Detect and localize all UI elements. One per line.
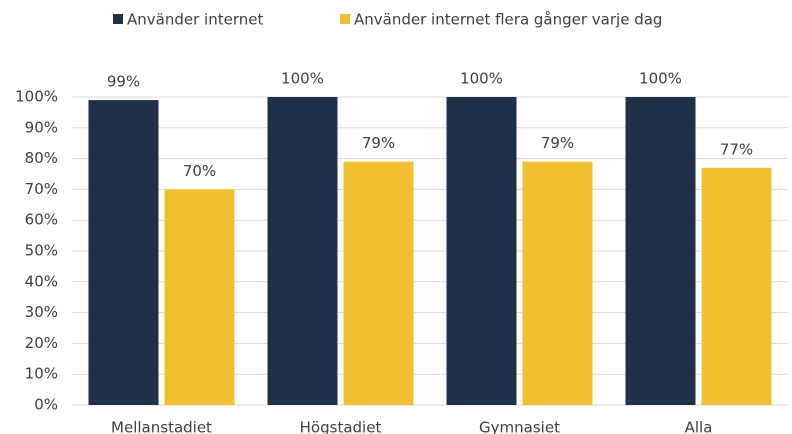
x-tick-label: Gymnasiet — [479, 419, 560, 434]
legend-label: Använder internet flera gånger varje dag — [354, 11, 662, 29]
data-label: 100% — [281, 70, 324, 88]
bar — [625, 97, 696, 405]
y-tick-label: 20% — [25, 334, 58, 352]
data-label: 100% — [639, 70, 682, 88]
bar — [88, 100, 159, 405]
x-tick-label: Mellanstadiet — [111, 419, 212, 434]
bar — [522, 161, 593, 405]
legend-swatch — [113, 14, 123, 24]
bar — [267, 97, 338, 405]
y-tick-label: 0% — [34, 396, 58, 414]
data-label: 70% — [183, 162, 216, 180]
y-tick-label: 50% — [25, 242, 58, 260]
y-tick-label: 60% — [25, 211, 58, 229]
legend-swatch — [340, 14, 350, 24]
bar — [164, 189, 235, 405]
y-tick-label: 100% — [15, 88, 58, 106]
bar — [446, 97, 517, 405]
bar — [701, 167, 772, 405]
data-label: 100% — [460, 70, 503, 88]
legend-label: Använder internet — [127, 11, 263, 29]
y-tick-label: 70% — [25, 180, 58, 198]
data-label: 77% — [720, 140, 753, 158]
data-label: 79% — [541, 134, 574, 152]
y-tick-label: 30% — [25, 303, 58, 321]
y-tick-label: 10% — [25, 365, 58, 383]
x-tick-label: Alla — [685, 419, 713, 434]
y-tick-label: 90% — [25, 118, 58, 136]
y-tick-label: 80% — [25, 149, 58, 167]
x-tick-label: Högstadiet — [300, 419, 382, 434]
data-label: 99% — [107, 73, 140, 91]
bar — [343, 161, 414, 405]
data-label: 79% — [362, 134, 395, 152]
y-tick-label: 40% — [25, 272, 58, 290]
